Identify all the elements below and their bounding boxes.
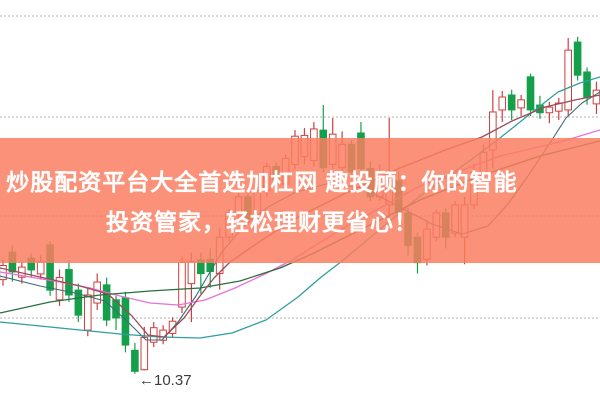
candle-up xyxy=(517,99,525,109)
candle-down xyxy=(131,349,139,372)
candle-up xyxy=(187,260,196,285)
candle-up xyxy=(140,336,149,371)
candle-up xyxy=(83,294,92,331)
candle-up xyxy=(554,102,563,112)
candle-up xyxy=(178,261,186,308)
candle-down xyxy=(573,41,582,76)
low-price-annotation: ←10.37 xyxy=(139,372,192,389)
candle-down xyxy=(507,94,516,111)
candle-down xyxy=(526,76,535,111)
candle-up xyxy=(564,49,573,111)
candle-up xyxy=(93,281,102,304)
candle-down xyxy=(112,299,120,319)
candle-up xyxy=(498,96,507,111)
promo-banner[interactable]: 炒股配资平台大全首选加杠网 趣投顾：你的智能 投资管家，轻松理财更省心！ xyxy=(0,138,600,263)
promo-banner-line1: 炒股配资平台大全首选加杠网 趣投顾：你的智能 xyxy=(6,169,518,195)
candle-up xyxy=(36,261,45,275)
candle-up xyxy=(545,106,554,114)
candle-up xyxy=(168,320,177,334)
candle-down xyxy=(583,71,591,98)
promo-banner-line2: 投资管家，轻松理财更省心！ xyxy=(106,209,418,235)
candle-down xyxy=(74,289,83,316)
